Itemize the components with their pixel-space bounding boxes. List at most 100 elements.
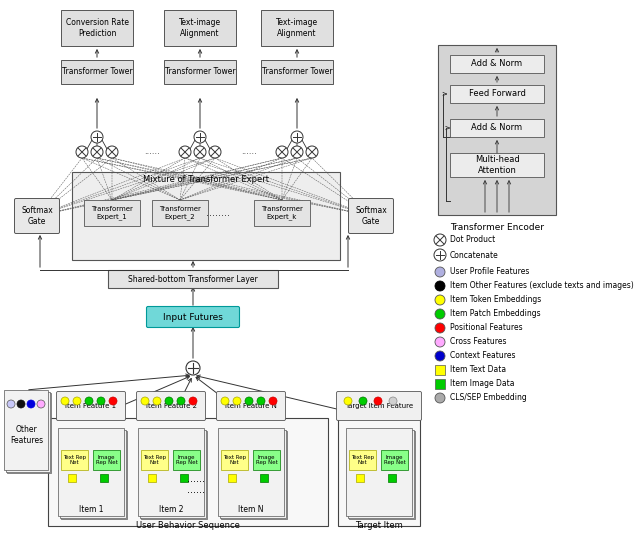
Circle shape [344, 397, 352, 405]
Bar [84, 200, 140, 226]
Text: Text Rep
Net: Text Rep Net [63, 454, 86, 466]
Bar [61, 450, 88, 470]
Bar [261, 10, 333, 46]
Circle shape [106, 146, 118, 158]
Text: Concatenate: Concatenate [450, 250, 499, 260]
Text: Text-image
Alignment: Text-image Alignment [276, 18, 318, 38]
Bar [152, 200, 208, 226]
Bar [438, 45, 556, 215]
Text: Text Rep
Net: Text Rep Net [223, 454, 246, 466]
Circle shape [435, 393, 445, 403]
Bar [61, 60, 133, 84]
Text: Item 1: Item 1 [79, 506, 103, 514]
Text: Item Feature 2: Item Feature 2 [145, 403, 196, 409]
Circle shape [91, 146, 103, 158]
Circle shape [194, 146, 206, 158]
Bar [4, 390, 48, 470]
Text: Feed Forward: Feed Forward [468, 90, 525, 98]
Circle shape [209, 146, 221, 158]
Text: CLS/SEP Embedding: CLS/SEP Embedding [450, 394, 527, 403]
Text: Target Item Feature: Target Item Feature [345, 403, 413, 409]
Circle shape [435, 267, 445, 277]
Bar [218, 428, 284, 516]
Text: User Behavior Sequence: User Behavior Sequence [136, 521, 240, 530]
Circle shape [97, 397, 105, 405]
Bar [388, 474, 396, 482]
Bar [450, 153, 544, 177]
Text: Item N: Item N [238, 506, 264, 514]
Bar [141, 431, 207, 519]
Text: Softmax
Gate: Softmax Gate [21, 206, 53, 226]
Bar [348, 430, 414, 518]
Text: Context Features: Context Features [450, 351, 515, 360]
Bar [228, 474, 236, 482]
Bar [254, 200, 310, 226]
Text: Transformer Tower: Transformer Tower [262, 67, 332, 76]
Bar [61, 431, 127, 519]
Circle shape [179, 146, 191, 158]
Text: Text Rep
Net: Text Rep Net [351, 454, 374, 466]
Text: Positional Features: Positional Features [450, 324, 523, 333]
Circle shape [85, 397, 93, 405]
Bar [349, 431, 415, 519]
Text: ......: ...... [144, 147, 160, 156]
Bar [164, 60, 236, 84]
Circle shape [434, 249, 446, 261]
Text: Text-image
Alignment: Text-image Alignment [179, 18, 221, 38]
Bar [450, 55, 544, 73]
Circle shape [291, 131, 303, 143]
Bar [220, 430, 286, 518]
Bar [61, 10, 133, 46]
Circle shape [434, 234, 446, 246]
Text: Transformer Tower: Transformer Tower [61, 67, 132, 76]
Bar [100, 474, 108, 482]
Bar [108, 270, 278, 288]
FancyBboxPatch shape [15, 199, 60, 233]
Circle shape [194, 131, 206, 143]
Text: Text Rep
Net: Text Rep Net [143, 454, 166, 466]
Text: Transformer Encoder: Transformer Encoder [450, 223, 544, 232]
Bar [349, 450, 376, 470]
Text: Item Feature 1: Item Feature 1 [65, 403, 116, 409]
Text: Item Text Data: Item Text Data [450, 365, 506, 374]
Bar [253, 450, 280, 470]
Bar [180, 474, 188, 482]
Text: Target Item: Target Item [355, 521, 403, 530]
Circle shape [389, 397, 397, 405]
Circle shape [374, 397, 382, 405]
Text: Item Feature N: Item Feature N [225, 403, 277, 409]
Text: Transformer
Expert_2: Transformer Expert_2 [159, 206, 201, 220]
Circle shape [189, 397, 197, 405]
Text: Mixture of Transformer Expert: Mixture of Transformer Expert [143, 175, 269, 184]
Circle shape [37, 400, 45, 408]
Text: Transformer
Expert_k: Transformer Expert_k [261, 206, 303, 220]
Text: ......: ...... [187, 474, 205, 484]
Bar [261, 60, 333, 84]
Bar [7, 393, 51, 473]
Circle shape [221, 397, 229, 405]
Text: Dot Product: Dot Product [450, 235, 495, 245]
Circle shape [186, 361, 200, 375]
Text: Multi-head
Attention: Multi-head Attention [475, 155, 520, 175]
Bar [6, 392, 50, 472]
Bar [356, 474, 364, 482]
Bar [140, 430, 206, 518]
Bar [346, 428, 412, 516]
Circle shape [435, 309, 445, 319]
Text: Image
Rep Net: Image Rep Net [95, 454, 117, 466]
Bar [164, 10, 236, 46]
Text: Image
Rep Net: Image Rep Net [255, 454, 277, 466]
Circle shape [153, 397, 161, 405]
Bar [435, 365, 445, 375]
Circle shape [257, 397, 265, 405]
Text: ......: ...... [187, 485, 205, 495]
Text: ......: ...... [241, 147, 257, 156]
Text: Add & Norm: Add & Norm [472, 123, 523, 132]
Circle shape [435, 323, 445, 333]
FancyBboxPatch shape [56, 391, 125, 420]
Text: Transformer
Expert_1: Transformer Expert_1 [91, 206, 133, 220]
Circle shape [91, 131, 103, 143]
Text: Softmax
Gate: Softmax Gate [355, 206, 387, 226]
FancyBboxPatch shape [337, 391, 422, 420]
Circle shape [7, 400, 15, 408]
